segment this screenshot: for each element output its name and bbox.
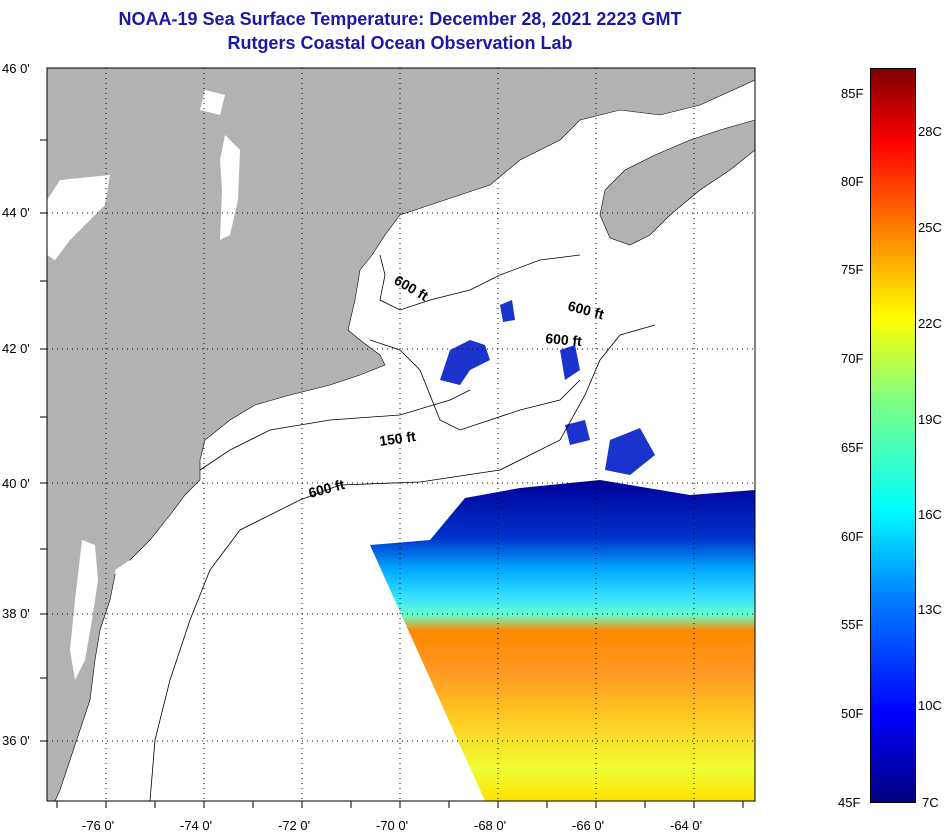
map-subtitle: Rutgers Coastal Ocean Observation Lab bbox=[227, 33, 573, 53]
land-nova-scotia bbox=[599, 119, 755, 246]
sst-patch bbox=[560, 345, 580, 380]
sst-patch bbox=[500, 300, 515, 322]
colorbar-f-label: 75F bbox=[841, 262, 864, 277]
colorbar-f-label: 55F bbox=[841, 617, 864, 632]
colorbar-f-label: 65F bbox=[841, 440, 864, 455]
colorbar-c-label: 10C bbox=[918, 698, 942, 713]
colorbar-f-label: 80F bbox=[841, 174, 864, 189]
longitude-label: -72 0' bbox=[278, 818, 311, 833]
longitude-label: -66 0' bbox=[572, 818, 605, 833]
longitude-label: -76 0' bbox=[82, 818, 115, 833]
longitude-label: -68 0' bbox=[474, 818, 507, 833]
contour-label: 600 ft bbox=[545, 330, 583, 349]
latitude-label: 42 0' bbox=[2, 341, 30, 356]
sst-patch bbox=[565, 420, 590, 445]
lake-champlain bbox=[220, 135, 240, 240]
contour-label: 150 ft bbox=[378, 428, 417, 449]
axis-ticks bbox=[40, 139, 744, 808]
colorbar-f-label: 85F bbox=[841, 86, 864, 101]
temperature-colorbar bbox=[870, 68, 916, 803]
delaware-bay bbox=[115, 560, 130, 595]
colorbar-f-label: 45F bbox=[838, 795, 861, 810]
sst-patch bbox=[440, 340, 490, 385]
colorbar-c-label: 7C bbox=[922, 795, 939, 810]
map-title: NOAA-19 Sea Surface Temperature: Decembe… bbox=[118, 9, 682, 29]
latitude-label: 36 0' bbox=[2, 733, 30, 748]
latitude-label: 44 0' bbox=[2, 205, 30, 220]
longitude-label: -64 0' bbox=[670, 818, 703, 833]
longitude-label: -70 0' bbox=[376, 818, 409, 833]
lake bbox=[200, 90, 225, 115]
latitude-label: 46 0' bbox=[2, 61, 30, 76]
colorbar-c-label: 22C bbox=[918, 316, 942, 331]
bathymetry-contours bbox=[149, 254, 656, 801]
chesapeake-bay bbox=[70, 540, 98, 680]
colorbar-c-label: 16C bbox=[918, 507, 942, 522]
land-us bbox=[47, 68, 755, 801]
latitude-label: 40 0' bbox=[2, 476, 30, 491]
graticule bbox=[47, 68, 755, 801]
longitude-label: -74 0' bbox=[180, 818, 213, 833]
colorbar-c-label: 19C bbox=[918, 412, 942, 427]
sst-patch bbox=[605, 428, 655, 475]
map-frame bbox=[46, 67, 756, 802]
lake-ontario bbox=[47, 175, 110, 260]
colorbar-c-label: 25C bbox=[918, 220, 942, 235]
colorbar-f-label: 60F bbox=[841, 529, 864, 544]
colorbar-c-label: 13C bbox=[918, 602, 942, 617]
colorbar-f-label: 50F bbox=[841, 706, 864, 721]
colorbar-c-label: 28C bbox=[918, 124, 942, 139]
latitude-label: 38 0' bbox=[2, 606, 30, 621]
sst-swath bbox=[370, 480, 755, 801]
colorbar-f-label: 70F bbox=[841, 351, 864, 366]
